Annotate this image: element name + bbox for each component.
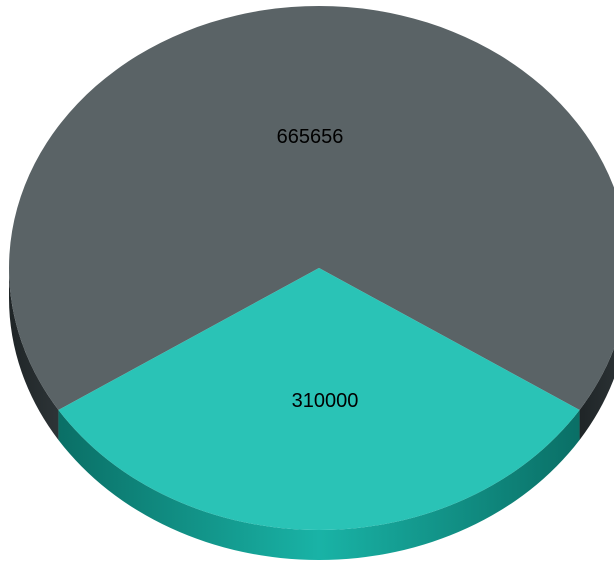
pie-slice-665656[interactable] [9, 6, 614, 410]
pie-labels: 665656 310000 [277, 126, 359, 412]
pie-slice-310000[interactable] [58, 268, 580, 530]
pie-side-665656-0 [579, 348, 614, 440]
pie-sides [9, 268, 614, 560]
pie-side-310000 [58, 409, 580, 560]
pie-tops [9, 6, 614, 530]
pie-slice-label-0: 665656 [277, 126, 344, 148]
pie-slice-label-1: 310000 [292, 390, 359, 412]
pie-side-665656-1 [9, 268, 59, 440]
